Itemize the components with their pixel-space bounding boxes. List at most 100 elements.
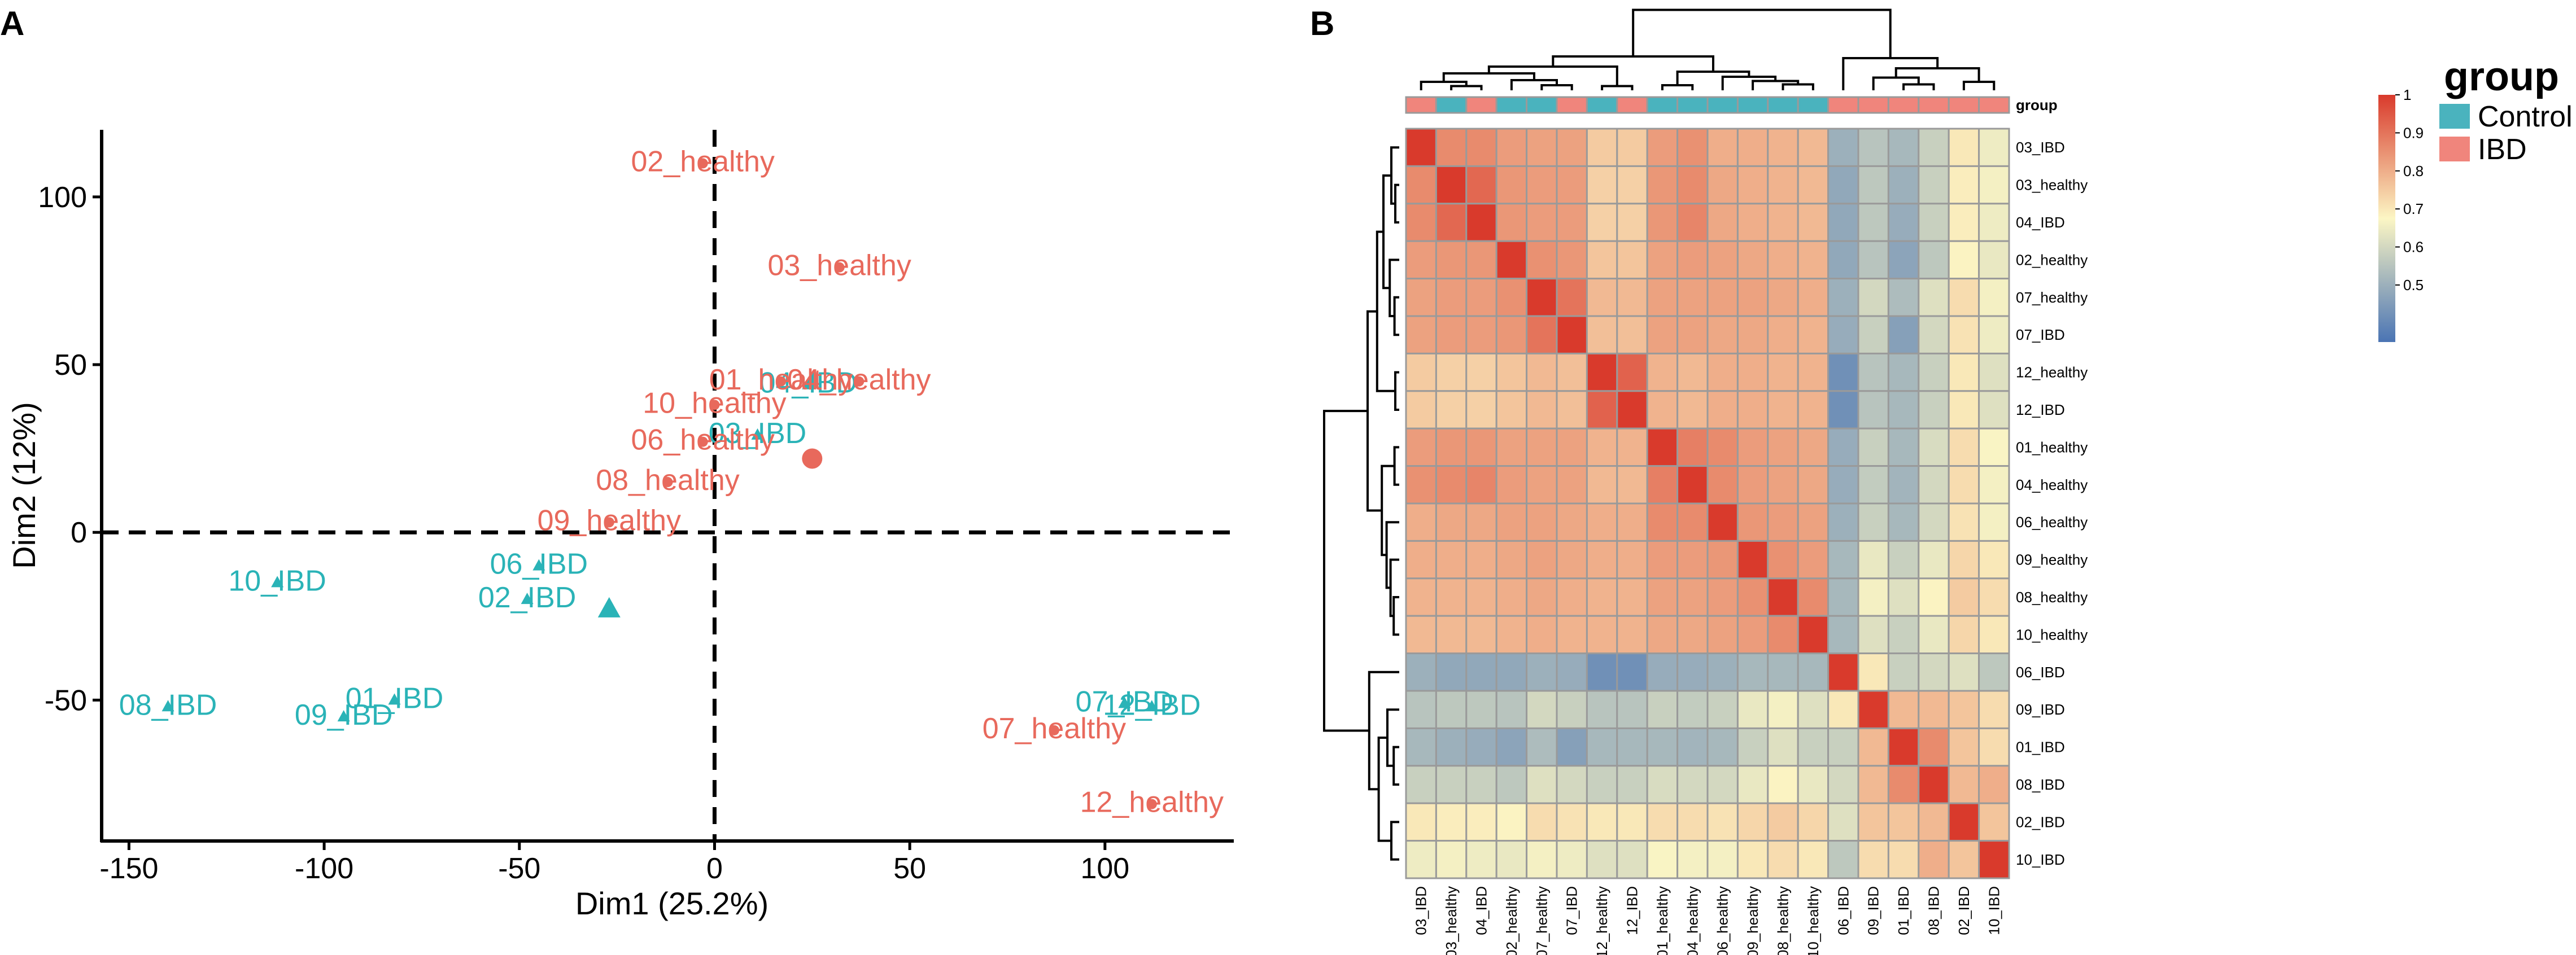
heatmap-cell bbox=[1767, 802, 1799, 842]
heatmap-cell bbox=[1465, 577, 1497, 617]
heatmap-cell bbox=[1646, 690, 1679, 729]
heatmap-row-label: 12_healthy bbox=[2016, 364, 2088, 381]
heatmap-cell bbox=[1405, 427, 1437, 467]
heatmap-column-label: 10_IBD bbox=[1985, 886, 2002, 935]
heatmap-cell bbox=[1797, 390, 1830, 430]
heatmap-cell bbox=[1767, 203, 1799, 242]
heatmap-cell bbox=[1646, 840, 1679, 879]
point-label: 02_IBD bbox=[478, 581, 576, 614]
heatmap-cell bbox=[1978, 615, 2010, 655]
row-dendrogram-branch bbox=[1390, 821, 1399, 861]
heatmap-cell bbox=[1646, 577, 1679, 617]
heatmap-cell bbox=[1706, 465, 1739, 505]
heatmap-cell bbox=[1948, 315, 1980, 354]
heatmap-row-label: 09_IBD bbox=[2016, 701, 2065, 718]
heatmap-row-label: 06_IBD bbox=[2016, 664, 2065, 681]
heatmap-cell bbox=[1978, 390, 2010, 430]
heatmap-cell bbox=[1676, 615, 1709, 655]
heatmap-cell bbox=[1616, 802, 1648, 842]
heatmap-cell bbox=[1948, 727, 1980, 767]
heatmap-cell bbox=[1676, 465, 1709, 505]
y-tick-label: 0 bbox=[71, 516, 87, 549]
heatmap-cell bbox=[1948, 278, 1980, 317]
heatmap-cell bbox=[1767, 128, 1799, 167]
point-label: 03_healthy bbox=[767, 249, 911, 282]
heatmap-cell bbox=[1556, 577, 1588, 617]
heatmap-cell bbox=[1887, 240, 1920, 280]
group-annotation-cell bbox=[1465, 96, 1497, 114]
heatmap-cell bbox=[1586, 240, 1618, 280]
heatmap-cell bbox=[1706, 690, 1739, 729]
heatmap-cell bbox=[1646, 390, 1679, 430]
heatmap-cell bbox=[1586, 502, 1618, 542]
heatmap-cell bbox=[1616, 128, 1648, 167]
heatmap-cell bbox=[1495, 727, 1528, 767]
pca-scatter-plot: -150 -100 -50 0 50 100 -50 0 50 100 Dim1 (25.2%) Di… bbox=[6, 130, 1234, 921]
row-dendrogram-branch bbox=[1377, 737, 1391, 842]
heatmap-column-label: 04_IBD bbox=[1473, 886, 1490, 935]
heatmap-cell bbox=[1887, 390, 1920, 430]
heatmap-cell bbox=[1646, 502, 1679, 542]
heatmap-cell bbox=[1918, 540, 1950, 580]
heatmap-cell bbox=[1526, 540, 1558, 580]
heatmap-cell bbox=[1887, 690, 1920, 729]
heatmap-cell bbox=[1857, 615, 1889, 655]
heatmap-cell bbox=[1465, 540, 1497, 580]
heatmap-cell bbox=[1918, 652, 1950, 692]
color-scale-tick-label: 0.5 bbox=[2403, 277, 2424, 293]
heatmap-cell bbox=[1736, 502, 1769, 542]
column-dendrogram-branch bbox=[1894, 67, 1980, 82]
heatmap-cell bbox=[1435, 615, 1468, 655]
x-tick-label: -150 bbox=[99, 852, 158, 885]
heatmap-cell bbox=[1616, 652, 1648, 692]
heatmap-cell bbox=[1797, 278, 1830, 317]
heatmap-cell bbox=[1767, 390, 1799, 430]
heatmap-cell bbox=[1948, 802, 1980, 842]
heatmap-cell bbox=[1616, 203, 1648, 242]
scatter-point bbox=[1145, 700, 1158, 712]
heatmap-cell bbox=[1646, 615, 1679, 655]
heatmap-cell bbox=[1405, 840, 1437, 879]
heatmap-cell bbox=[1978, 765, 2010, 804]
heatmap-cell bbox=[1435, 840, 1468, 879]
heatmap-cell bbox=[1465, 165, 1497, 205]
heatmap-cell bbox=[1495, 390, 1528, 430]
heatmap-cell bbox=[1918, 203, 1950, 242]
heatmap-cell bbox=[1676, 128, 1709, 167]
correlation-heatmap: group 03_IBD 03_IBD 03_healthy 03_healthy 04_… bbox=[1323, 8, 2573, 955]
scatter-point bbox=[521, 593, 534, 604]
heatmap-cell bbox=[1857, 577, 1889, 617]
group-annotation-cell bbox=[1435, 96, 1468, 114]
heatmap-cell bbox=[1435, 690, 1468, 729]
heatmap-row-label: 01_IBD bbox=[2016, 739, 2065, 756]
heatmap-cell bbox=[1797, 427, 1830, 467]
heatmap-cell bbox=[1736, 727, 1769, 767]
heatmap-column-label: 12_IBD bbox=[1624, 886, 1641, 935]
heatmap-row-label: 02_IBD bbox=[2016, 813, 2065, 830]
point-label: 01_healthy bbox=[709, 363, 853, 396]
heatmap-cell bbox=[1767, 765, 1799, 804]
heatmap-cell bbox=[1556, 540, 1588, 580]
heatmap-cell bbox=[1887, 165, 1920, 205]
heatmap-cell bbox=[1827, 727, 1859, 767]
heatmap-cell bbox=[1948, 203, 1980, 242]
heatmap-cell bbox=[1405, 577, 1437, 617]
column-dendrogram-branch bbox=[1632, 8, 1892, 58]
heatmap-cell bbox=[1586, 802, 1618, 842]
heatmap-cell bbox=[1827, 802, 1859, 842]
heatmap-row-label: 09_healthy bbox=[2016, 551, 2088, 568]
x-tick-label: 0 bbox=[706, 852, 723, 885]
heatmap-column-label: 02_IBD bbox=[1955, 886, 1972, 935]
heatmap-cell bbox=[1676, 427, 1709, 467]
heatmap-column-label: 06_healthy bbox=[1714, 886, 1731, 955]
heatmap-cell bbox=[1857, 278, 1889, 317]
heatmap-cell bbox=[1405, 765, 1437, 804]
heatmap-column-label: 10_healthy bbox=[1805, 886, 1822, 955]
heatmap-cell bbox=[1586, 278, 1618, 317]
heatmap-cell bbox=[1616, 615, 1648, 655]
heatmap-cell bbox=[1797, 502, 1830, 542]
heatmap-cell bbox=[1827, 165, 1859, 205]
color-scale-tick-label: 0.8 bbox=[2403, 163, 2424, 179]
point-label: 10_IBD bbox=[228, 564, 326, 597]
heatmap-cell bbox=[1495, 652, 1528, 692]
